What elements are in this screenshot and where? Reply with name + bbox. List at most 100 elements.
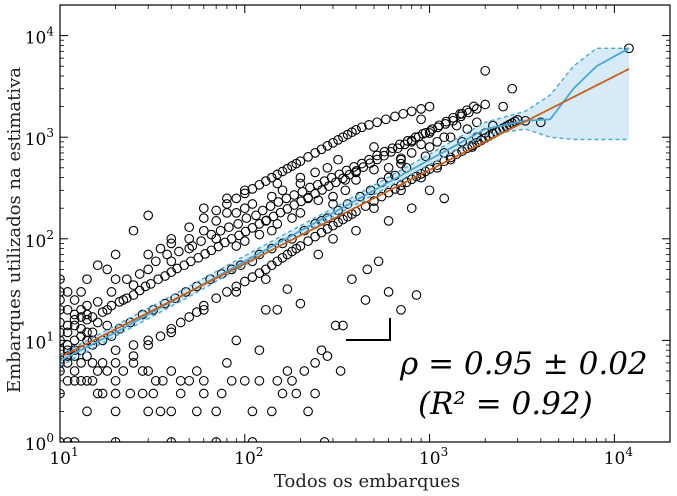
data-point xyxy=(254,345,265,356)
data-point xyxy=(383,287,394,297)
data-point xyxy=(166,256,177,267)
data-point xyxy=(97,358,108,368)
data-point xyxy=(128,351,139,361)
data-point xyxy=(277,252,288,263)
data-point xyxy=(224,222,234,233)
data-point xyxy=(134,285,145,296)
data-point xyxy=(277,166,288,177)
data-point xyxy=(507,83,518,94)
data-point xyxy=(231,287,242,297)
data-point xyxy=(310,358,320,368)
data-point xyxy=(295,241,306,251)
data-point xyxy=(381,114,391,125)
data-point xyxy=(281,193,292,204)
x-tick-label: 104 xyxy=(604,445,634,469)
data-point xyxy=(226,375,237,386)
data-point xyxy=(272,304,283,315)
data-point xyxy=(102,264,113,275)
data-point xyxy=(87,327,98,338)
data-point xyxy=(462,124,473,134)
data-point xyxy=(128,358,139,368)
y-tick-label: 101 xyxy=(25,329,54,353)
data-point xyxy=(342,199,353,209)
data-point xyxy=(398,108,409,119)
data-point xyxy=(82,274,92,285)
data-point xyxy=(184,375,195,386)
data-point xyxy=(148,388,159,399)
data-point xyxy=(69,309,80,320)
data-point xyxy=(143,210,154,221)
data-point xyxy=(420,151,431,162)
data-point xyxy=(184,312,195,322)
plot-frame xyxy=(59,4,671,443)
data-point xyxy=(198,388,209,399)
data-point xyxy=(239,276,250,287)
data-point xyxy=(143,264,154,275)
fit-line xyxy=(60,68,630,359)
data-point xyxy=(260,304,271,315)
data-point xyxy=(191,307,202,317)
data-point xyxy=(396,185,406,196)
data-point xyxy=(166,366,177,376)
data-point xyxy=(231,335,242,346)
data-point xyxy=(328,137,338,148)
data-point xyxy=(272,169,283,180)
data-point xyxy=(369,142,379,152)
data-point xyxy=(92,388,103,399)
data-point xyxy=(390,111,400,122)
data-point xyxy=(338,320,348,331)
data-point xyxy=(396,304,406,315)
data-point xyxy=(289,190,300,200)
data-point xyxy=(92,366,103,376)
data-point xyxy=(110,345,121,356)
data-point xyxy=(155,243,166,254)
data-point xyxy=(251,210,261,221)
data-point xyxy=(206,229,217,240)
data-point xyxy=(69,366,80,376)
data-point xyxy=(333,217,343,228)
data-point xyxy=(110,437,121,442)
data-point xyxy=(338,132,348,143)
data-point xyxy=(439,193,450,204)
data-point xyxy=(439,132,450,143)
data-point xyxy=(369,164,379,175)
data-point xyxy=(379,146,390,157)
data-point xyxy=(191,406,202,417)
data-point xyxy=(143,340,154,350)
data-point xyxy=(166,437,177,442)
data-point xyxy=(231,208,242,218)
data-point xyxy=(87,375,98,386)
x-tick-label: 102 xyxy=(234,445,263,469)
data-point xyxy=(198,213,209,223)
data-point xyxy=(351,225,361,236)
data-point xyxy=(266,406,277,417)
data-point xyxy=(273,197,284,207)
data-point xyxy=(118,366,129,376)
band-lower-line xyxy=(60,128,629,367)
data-point xyxy=(211,205,222,216)
data-point xyxy=(266,172,277,183)
data-point xyxy=(87,358,98,368)
data-point xyxy=(102,320,113,331)
data-point xyxy=(313,195,324,206)
data-point xyxy=(297,186,308,197)
data-point xyxy=(69,375,80,386)
data-point xyxy=(191,366,202,376)
data-point xyxy=(333,154,343,165)
data-point xyxy=(125,388,136,399)
data-point xyxy=(239,236,250,246)
data-point xyxy=(239,185,250,196)
y-axis-label: Embarques utilizados na estimativa xyxy=(4,67,25,393)
data-point xyxy=(277,185,288,196)
data-point xyxy=(432,136,443,147)
data-point xyxy=(215,225,226,236)
data-point xyxy=(82,314,92,325)
data-point xyxy=(76,375,86,386)
data-point xyxy=(406,174,417,185)
data-point xyxy=(295,298,306,309)
data-point xyxy=(383,216,394,226)
data-point xyxy=(328,191,338,202)
data-point xyxy=(266,191,277,202)
data-point xyxy=(319,437,330,442)
